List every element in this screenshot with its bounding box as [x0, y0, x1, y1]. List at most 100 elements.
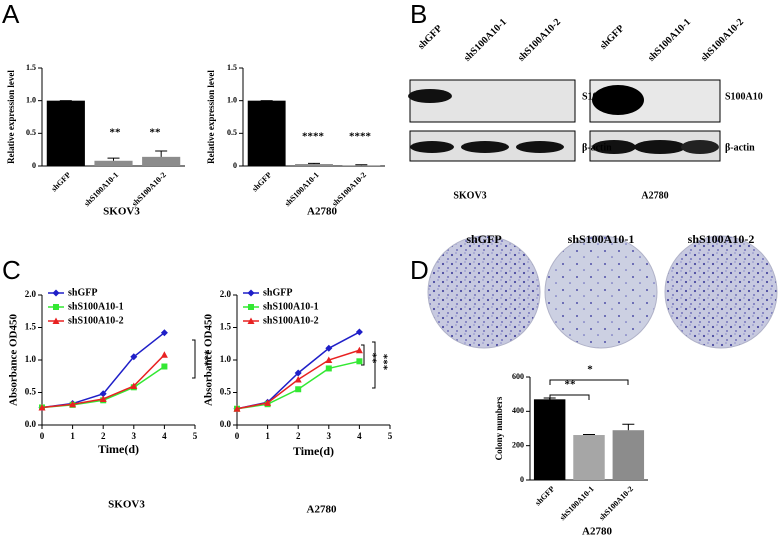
marker: [130, 382, 138, 389]
panel-label: D: [410, 255, 429, 285]
annotation: ***: [377, 354, 389, 371]
lane-label: shS100A10-2: [516, 17, 563, 64]
marker: [130, 353, 138, 361]
y-tick-label: 1.0: [26, 95, 36, 104]
marker: [325, 356, 333, 363]
x-tick-label: 1: [70, 431, 75, 441]
marker: [161, 363, 168, 370]
lane-label: shS100A10-1: [462, 17, 509, 64]
y-axis-label: Relative expression level: [206, 70, 216, 164]
cell-line: A2780: [641, 190, 668, 201]
lane-label: shGFP: [598, 23, 627, 52]
blots: [408, 79, 721, 162]
marker: [294, 369, 302, 377]
marker: [38, 403, 46, 411]
x-tick-label: shGFP: [50, 170, 73, 193]
panel-label: C: [2, 255, 21, 285]
bar: [342, 165, 381, 166]
x-tick-label: shS100A10-1: [558, 484, 596, 522]
band: [592, 85, 644, 115]
y-tick-label: 0.5: [25, 387, 37, 397]
band: [592, 140, 636, 154]
chart-title: A2780: [582, 526, 612, 538]
legend-label: shS100A10-1: [68, 301, 124, 312]
y-tick-label: 0: [32, 161, 36, 170]
y-axis-label: Relative expression level: [6, 70, 16, 164]
y-tick-label: 1.0: [227, 95, 237, 104]
x-tick-label: shS100A10-2: [330, 170, 368, 208]
x-tick-label: shS100A10-1: [283, 170, 321, 208]
marker: [247, 317, 255, 324]
marker: [325, 365, 332, 372]
y-tick-label: 600: [512, 372, 524, 381]
bracket: [192, 339, 196, 379]
y-tick-label: 0.5: [220, 387, 232, 397]
annotation: **: [565, 379, 577, 391]
chart-title: A2780: [307, 206, 337, 218]
y-tick-label: 2.0: [25, 289, 37, 299]
y-tick-label: 1.5: [220, 322, 232, 332]
marker: [264, 399, 272, 406]
marker: [355, 346, 363, 354]
x-tick-label: shGFP: [533, 484, 556, 507]
legend-label: shS100A10-2: [68, 315, 124, 326]
x-tick-label: 4: [162, 431, 167, 441]
x-tick-label: 0: [40, 431, 45, 441]
x-axis-label: Time(d): [293, 444, 334, 458]
protein-label: S100A10: [725, 91, 763, 102]
marker: [52, 317, 60, 324]
legend-label: shS100A10-2: [263, 315, 319, 326]
colony-label: shGFP: [466, 232, 501, 246]
bracket: [361, 344, 365, 366]
x-tick-label: 5: [193, 431, 198, 441]
y-tick-label: 2.0: [220, 289, 232, 299]
bar: [46, 100, 85, 166]
marker: [356, 358, 363, 365]
y-tick-label: 1.5: [25, 322, 37, 332]
protein-label: S100A10: [582, 91, 620, 102]
x-tick-label: 2: [101, 431, 106, 441]
y-tick-label: 0.5: [227, 128, 237, 137]
error-bar: [355, 164, 368, 166]
x-tick-label: 1: [265, 431, 270, 441]
y-tick-label: 400: [512, 406, 524, 415]
y-tick-label: 0: [233, 161, 237, 170]
error-bar: [308, 162, 320, 165]
colony-label: shS100A10-2: [688, 232, 755, 246]
chart-title: A2780: [307, 504, 337, 516]
x-tick-label: 3: [132, 431, 137, 441]
x-tick-label: 5: [388, 431, 393, 441]
y-tick-label: 0.5: [26, 128, 36, 137]
bracket: [549, 379, 629, 385]
marker: [99, 395, 107, 402]
marker: [248, 304, 254, 310]
colony-plate: [664, 235, 778, 349]
marker: [160, 329, 168, 337]
x-tick-label: shS100A10-2: [597, 484, 635, 522]
protein-label: β-actin: [725, 142, 755, 153]
legend-label: shGFP: [68, 287, 97, 298]
lane-label: shS100A10-1: [646, 17, 693, 64]
colony-plate: [544, 235, 658, 349]
bar: [142, 156, 181, 166]
marker: [69, 400, 77, 408]
marker: [355, 328, 363, 336]
panel-label: A: [2, 0, 20, 29]
bar: [247, 100, 286, 166]
marker: [99, 390, 107, 398]
x-tick-label: 3: [327, 431, 332, 441]
annotation: *: [587, 364, 593, 376]
x-tick-label: 0: [235, 431, 240, 441]
band: [516, 141, 564, 153]
bracket: [549, 394, 590, 400]
marker: [53, 304, 59, 310]
y-axis-label: Colony numbers: [494, 396, 504, 460]
y-tick-label: 0.0: [25, 419, 37, 429]
y-axis-label: Absorbance OD450: [203, 314, 215, 406]
y-axis-label: Absorbance OD450: [8, 314, 20, 406]
band: [410, 141, 454, 153]
marker: [160, 351, 168, 358]
bar: [94, 160, 133, 166]
bar: [295, 164, 333, 166]
